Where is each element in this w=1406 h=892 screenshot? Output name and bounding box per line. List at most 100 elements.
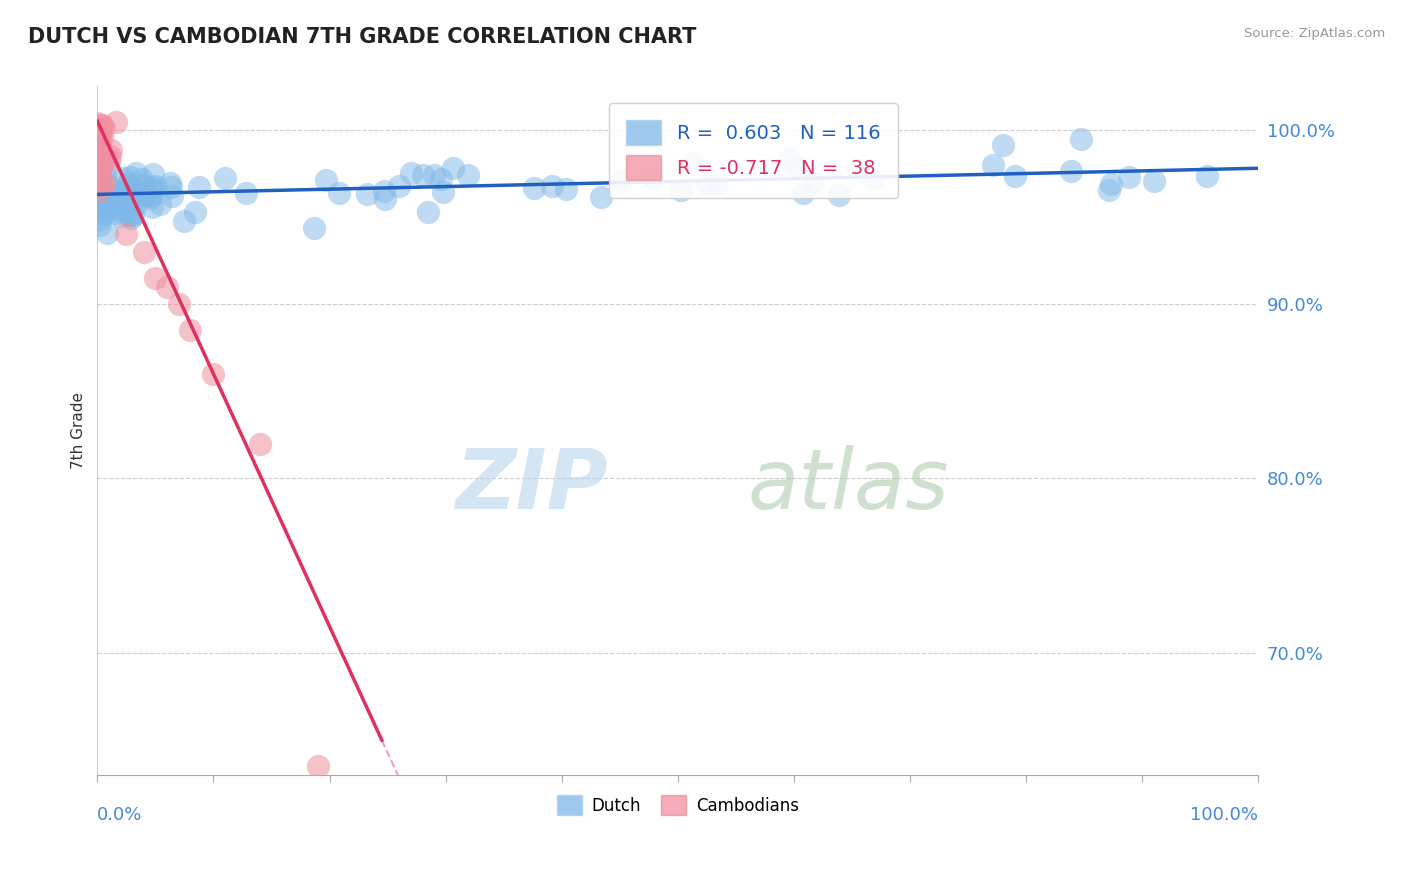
- Point: [90, 161, 112, 175]
- Point: [416, 205, 439, 219]
- Point: [179, 323, 201, 337]
- Point: [696, 176, 718, 190]
- Point: [89, 174, 111, 188]
- Point: [89, 174, 111, 188]
- Text: 100.0%: 100.0%: [1191, 805, 1258, 823]
- Point: [142, 167, 165, 181]
- Point: [187, 179, 209, 194]
- Point: [114, 188, 136, 202]
- Point: [160, 189, 183, 203]
- Point: [125, 196, 148, 211]
- Point: [120, 170, 142, 185]
- Point: [89, 218, 111, 232]
- Point: [117, 177, 139, 191]
- Point: [112, 196, 135, 211]
- Point: [1143, 174, 1166, 188]
- Point: [131, 171, 153, 186]
- Point: [1099, 177, 1122, 191]
- Point: [122, 208, 145, 222]
- Point: [214, 170, 236, 185]
- Point: [96, 189, 118, 203]
- Point: [86, 116, 108, 130]
- Point: [89, 128, 111, 142]
- Point: [401, 165, 423, 179]
- Text: 0.0%: 0.0%: [97, 805, 143, 823]
- Point: [111, 171, 134, 186]
- Point: [97, 188, 120, 202]
- Point: [100, 197, 122, 211]
- Point: [101, 195, 124, 210]
- Point: [315, 172, 337, 186]
- Point: [981, 158, 1004, 172]
- Point: [90, 118, 112, 132]
- Point: [139, 189, 162, 203]
- Point: [373, 184, 395, 198]
- Point: [90, 152, 112, 166]
- Point: [235, 186, 257, 200]
- Point: [105, 115, 128, 129]
- Point: [682, 156, 704, 170]
- Point: [120, 211, 142, 226]
- Point: [87, 179, 110, 194]
- Point: [87, 194, 110, 208]
- Point: [93, 120, 115, 135]
- Point: [93, 189, 115, 203]
- Point: [860, 172, 883, 186]
- Point: [422, 168, 444, 182]
- Point: [120, 208, 142, 222]
- Point: [991, 138, 1014, 153]
- Point: [91, 207, 114, 221]
- Point: [91, 192, 114, 206]
- Point: [89, 186, 111, 200]
- Text: DUTCH VS CAMBODIAN 7TH GRADE CORRELATION CHART: DUTCH VS CAMBODIAN 7TH GRADE CORRELATION…: [28, 27, 696, 46]
- Point: [89, 212, 111, 227]
- Point: [87, 143, 110, 157]
- Point: [97, 153, 120, 168]
- Point: [160, 180, 183, 194]
- Point: [610, 174, 633, 188]
- Point: [97, 177, 120, 191]
- Point: [141, 179, 163, 194]
- Point: [591, 189, 613, 203]
- Point: [801, 175, 824, 189]
- Point: [93, 177, 115, 191]
- Point: [96, 198, 118, 212]
- Point: [127, 188, 149, 202]
- Point: [540, 178, 562, 193]
- Point: [93, 150, 115, 164]
- Point: [1070, 132, 1092, 146]
- Text: Source: ZipAtlas.com: Source: ZipAtlas.com: [1244, 27, 1385, 40]
- Point: [91, 186, 114, 201]
- Point: [156, 279, 179, 293]
- Point: [138, 190, 160, 204]
- Point: [89, 203, 111, 218]
- Point: [87, 184, 110, 198]
- Point: [94, 202, 117, 216]
- Point: [132, 187, 155, 202]
- Point: [1060, 164, 1083, 178]
- Point: [91, 130, 114, 145]
- Point: [134, 178, 156, 193]
- Point: [121, 181, 143, 195]
- Point: [132, 244, 155, 259]
- Point: [356, 187, 378, 202]
- Point: [118, 192, 141, 206]
- Point: [90, 147, 112, 161]
- Point: [555, 182, 578, 196]
- Point: [93, 170, 115, 185]
- Point: [121, 194, 143, 209]
- Point: [304, 221, 326, 235]
- Point: [120, 208, 142, 222]
- Point: [828, 188, 851, 202]
- Point: [89, 143, 111, 157]
- Point: [94, 181, 117, 195]
- Point: [173, 214, 195, 228]
- Point: [145, 271, 167, 285]
- Point: [429, 172, 451, 186]
- Point: [96, 162, 118, 177]
- Point: [104, 206, 127, 220]
- Point: [159, 176, 181, 190]
- Point: [89, 185, 111, 199]
- Point: [86, 176, 108, 190]
- Point: [432, 185, 454, 199]
